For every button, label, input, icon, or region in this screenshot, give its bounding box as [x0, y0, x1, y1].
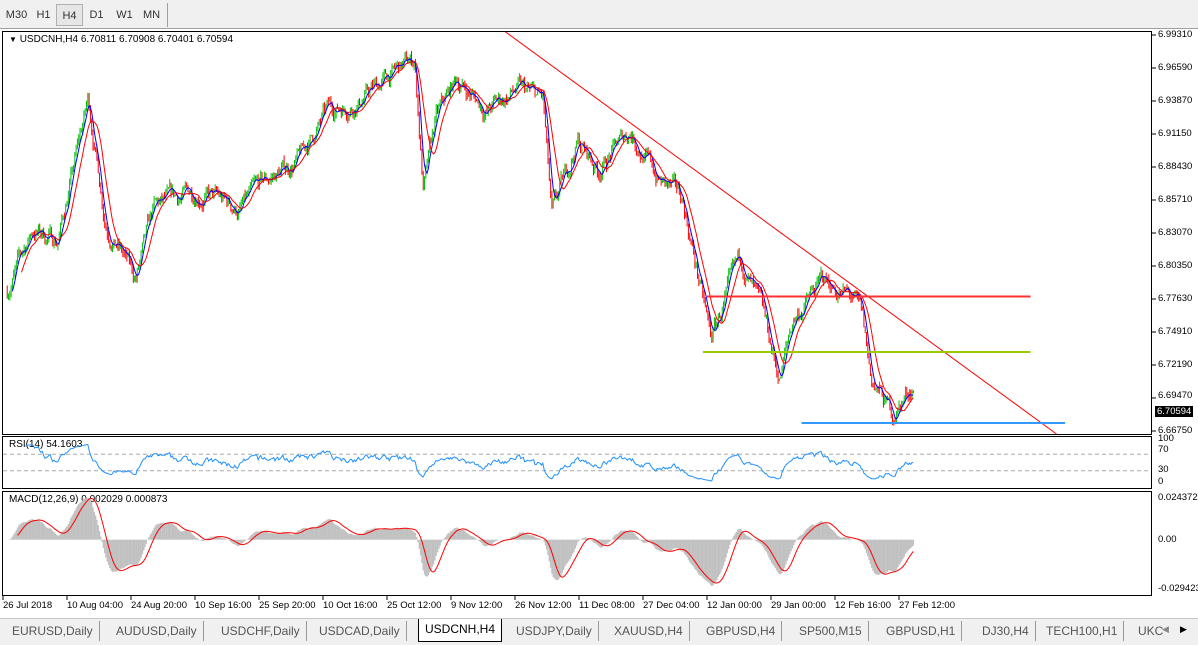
symbol-tab[interactable]: GBPUSD,H1 [880, 621, 963, 641]
rsi-line [25, 443, 914, 482]
rsi-tick-label: 70 [1158, 444, 1169, 455]
time-tick-label: 10 Oct 16:00 [323, 600, 378, 611]
price-tick-label: 6.80350 [1158, 260, 1193, 271]
symbol-tab[interactable]: USDCNH,H4 [418, 619, 503, 642]
rsi-tick-label: 30 [1158, 464, 1169, 475]
symbol-tab-bar: ◀ ▶ EURUSD,Daily AUDUSD,Daily USDCHF,Daily… [0, 618, 1198, 645]
time-tick-label: 24 Aug 20:00 [131, 600, 187, 611]
time-tick-label: 10 Sep 16:00 [195, 600, 252, 611]
fast-moving-average-line [11, 58, 914, 420]
price-tick-label: 6.77630 [1158, 293, 1193, 304]
chevron-right-icon[interactable]: ▶ [1180, 624, 1187, 634]
time-tick-label: 12 Feb 16:00 [835, 600, 891, 611]
chart-canvas [2, 31, 1156, 600]
symbol-tab[interactable]: EURUSD,Daily [6, 621, 100, 641]
time-tick-label: 11 Dec 08:00 [579, 600, 635, 611]
time-tick-label: 25 Sep 20:00 [259, 600, 316, 611]
macd-tick-label: -0.029423 [1158, 583, 1198, 594]
timeframe-h4[interactable]: H4 [56, 4, 83, 26]
time-tick-label: 29 Jan 00:00 [771, 600, 826, 611]
symbol-tab[interactable]: XAUUSD,H4 [608, 621, 690, 641]
timeframe-toolbar: M30 H1 H4 D1 W1 MN [0, 0, 1198, 29]
time-tick-label: 26 Nov 12:00 [515, 600, 572, 611]
price-tick-label: 6.66750 [1158, 425, 1193, 436]
time-tick-label: 26 Jul 2018 [3, 600, 53, 611]
price-tick-label: 6.69470 [1158, 390, 1193, 401]
toolbar-divider [167, 3, 168, 27]
price-chart-header: ▼ USDCNH,H4 6.70811 6.70908 6.70401 6.70… [9, 34, 233, 45]
time-tick-label: 27 Dec 04:00 [643, 600, 700, 611]
price-tick-label: 6.72190 [1158, 359, 1193, 370]
slow-moving-average-line [21, 60, 914, 412]
macd-tick-label: 0.024372 [1158, 492, 1198, 503]
price-tick-label: 6.83070 [1158, 227, 1193, 238]
price-tick-label: 6.85710 [1158, 194, 1193, 205]
time-tick-label: 12 Jan 00:00 [707, 600, 762, 611]
symbol-tab[interactable]: TECH100,H1 [1040, 621, 1125, 641]
chevron-left-icon[interactable]: ◀ [1162, 624, 1169, 634]
time-tick-label: 10 Aug 04:00 [67, 600, 123, 611]
trendline [505, 31, 1057, 435]
symbol-tab[interactable]: UKC [1138, 624, 1164, 638]
symbol-tab[interactable]: SP500,M15 [793, 621, 869, 641]
macd-signal-line [17, 497, 914, 584]
symbol-tab[interactable]: DJ30,H4 [976, 621, 1036, 641]
triangle-down-icon[interactable]: ▼ [9, 35, 17, 44]
timeframe-w1[interactable]: W1 [116, 9, 133, 21]
price-tick-label: 6.88430 [1158, 161, 1193, 172]
rsi-header: RSI(14) 54.1603 [9, 439, 83, 450]
timeframe-h1[interactable]: H1 [36, 9, 51, 21]
timeframe-m30[interactable]: M30 [5, 9, 28, 21]
time-tick-label: 9 Nov 12:00 [451, 600, 503, 611]
rsi-tick-label: 100 [1158, 433, 1174, 444]
symbol-tab[interactable]: USDJPY,Daily [510, 621, 599, 641]
macd-tick-label: 0.00 [1158, 534, 1177, 545]
symbol-tab[interactable]: USDCHF,Daily [215, 621, 307, 641]
timeframe-d1[interactable]: D1 [89, 9, 104, 21]
symbol-tab[interactable]: GBPUSD,H4 [700, 621, 783, 641]
price-tick-label: 6.93870 [1158, 95, 1193, 106]
rsi-panel[interactable]: RSI(14) 54.1603 [2, 436, 1152, 489]
price-tick-label: 6.91150 [1158, 128, 1192, 139]
time-tick-label: 25 Oct 12:00 [387, 600, 442, 611]
price-chart-panel[interactable]: ▼ USDCNH,H4 6.70811 6.70908 6.70401 6.70… [2, 31, 1152, 435]
price-tick-label: 6.74910 [1158, 326, 1193, 337]
symbol-tab[interactable]: AUDUSD,Daily [110, 621, 204, 641]
time-tick-label: 27 Feb 12:00 [899, 600, 955, 611]
timeframe-mn[interactable]: MN [142, 9, 161, 21]
price-tick-label: 6.99310 [1158, 29, 1193, 40]
symbol-tab[interactable]: USDCAD,Daily [313, 621, 407, 641]
current-price-marker: 6.70594 [1155, 406, 1194, 417]
rsi-tick-label: 0 [1158, 476, 1164, 487]
price-tick-label: 6.96590 [1158, 62, 1193, 73]
symbol-ohlc-label: USDCNH,H4 6.70811 6.70908 6.70401 6.7059… [19, 34, 234, 45]
